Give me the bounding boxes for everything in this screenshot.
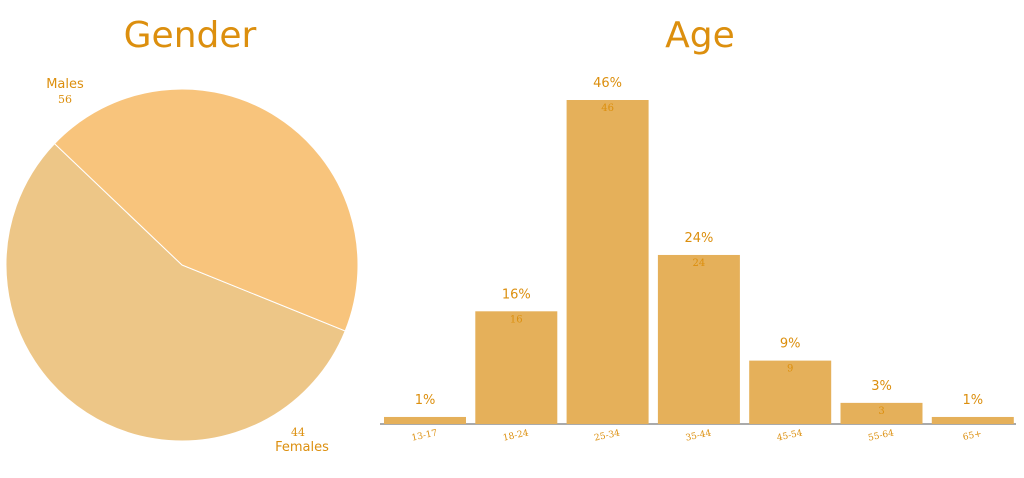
pie-slice-label-males: Males [46, 77, 84, 92]
bar-45-54 [749, 360, 832, 424]
bar-13-17 [384, 416, 466, 424]
bar-35-44 [657, 254, 740, 424]
age-bar-chart: 1% 13-17 16% 16 18-24 46% 46 25-34 24% 24 35-44 9% 9… [380, 76, 1016, 444]
bar-value-label: 3 [878, 406, 884, 417]
x-tick-label: 55-64 [867, 428, 895, 443]
age-chart-title: Age [665, 15, 735, 56]
bar-55-64 [840, 402, 923, 424]
gender-chart-title: Gender [124, 15, 257, 56]
pie-slice-value-females: 44 [291, 426, 305, 439]
bar-percent-label: 24% [684, 231, 713, 246]
x-tick-label: 65+ [962, 429, 983, 443]
pie-slice-males [5, 142, 346, 442]
bar-18-24 [475, 311, 558, 424]
bar-percent-label: 1% [415, 393, 436, 408]
bar-percent-label: 16% [502, 287, 531, 302]
pie-slice-females [53, 88, 359, 332]
bar-percent-label: 9% [780, 337, 801, 352]
x-tick-label: 13-17 [411, 428, 439, 443]
bar-value-label: 46 [601, 103, 614, 114]
bar-value-label: 9 [787, 364, 793, 375]
x-tick-label: 25-34 [593, 428, 621, 443]
bar-25-34 [566, 100, 649, 424]
pie-slice-value-males: 56 [58, 93, 72, 106]
bar-value-label: 16 [510, 314, 523, 325]
pie-slice-label-females: Females [275, 440, 329, 455]
bar-65+ [931, 416, 1014, 424]
bar-percent-label: 46% [593, 76, 622, 91]
bar-percent-label: 1% [962, 393, 983, 408]
bar-value-label: 24 [693, 258, 706, 269]
bar-percent-label: 3% [871, 379, 892, 394]
x-tick-label: 45-54 [776, 428, 804, 443]
x-tick-label: 18-24 [502, 428, 530, 443]
x-tick-label: 35-44 [685, 428, 713, 443]
